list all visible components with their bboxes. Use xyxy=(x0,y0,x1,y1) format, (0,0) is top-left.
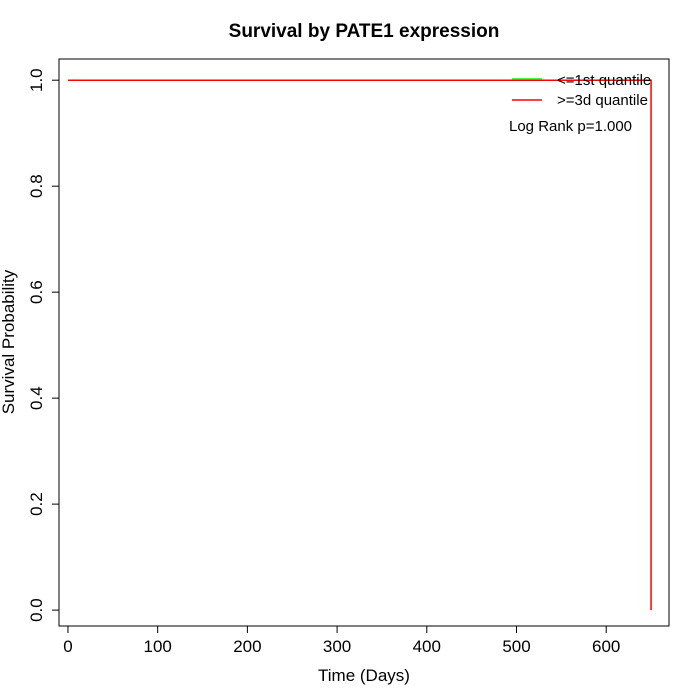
plot-frame xyxy=(58,58,670,627)
x-axis-label: Time (Days) xyxy=(318,666,410,685)
series-layer xyxy=(67,79,652,611)
y-axis: 0.0 0.2 0.4 0.6 0.8 1.0 xyxy=(27,68,60,622)
legend: <=1st quantile >=3d quantile xyxy=(512,72,651,109)
chart-title: Survival by PATE1 expression xyxy=(229,21,500,42)
series-line-1 xyxy=(67,79,652,611)
y-tick-label: 0.2 xyxy=(27,492,46,516)
legend-label-low: <=1st quantile xyxy=(557,72,651,89)
x-tick-label: 600 xyxy=(592,637,620,656)
legend-label-high: >=3d quantile xyxy=(557,92,648,109)
y-tick-label: 0.0 xyxy=(27,598,46,622)
x-tick-label: 100 xyxy=(143,637,171,656)
y-axis-label: Survival Probability xyxy=(0,269,18,414)
y-tick-label: 1.0 xyxy=(27,68,46,92)
log-rank-annotation: Log Rank p=1.000 xyxy=(509,118,632,135)
x-tick-label: 200 xyxy=(233,637,261,656)
x-tick-label: 0 xyxy=(63,637,72,656)
x-tick-label: 300 xyxy=(323,637,351,656)
x-axis: 0 100 200 300 400 500 600 xyxy=(63,625,620,656)
y-tick-label: 0.4 xyxy=(27,386,46,410)
y-tick-label: 0.8 xyxy=(27,174,46,198)
x-tick-label: 500 xyxy=(502,637,530,656)
x-tick-label: 400 xyxy=(413,637,441,656)
y-tick-label: 0.6 xyxy=(27,280,46,304)
